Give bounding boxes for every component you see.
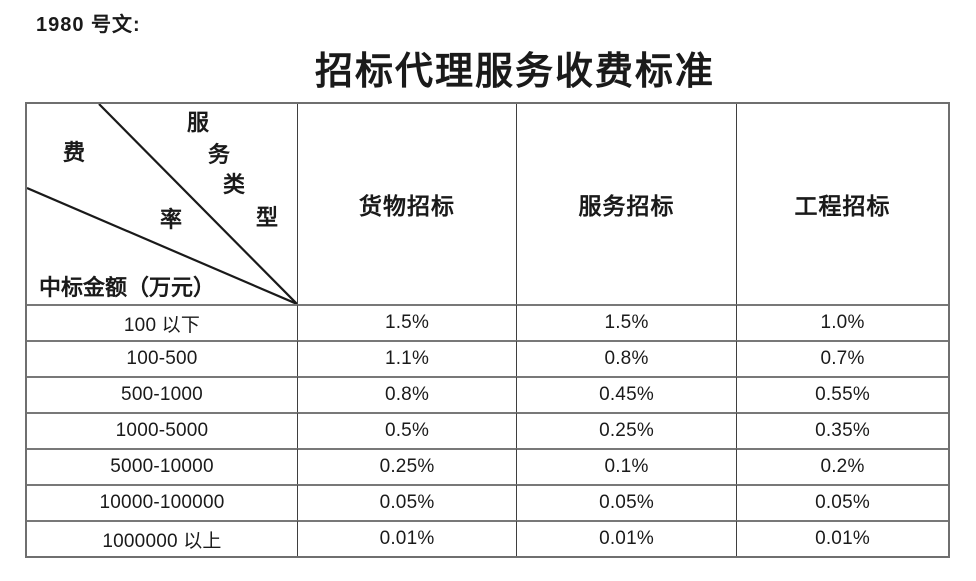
fee-value-cell: 0.1% (516, 448, 736, 484)
fee-value-cell: 0.01% (516, 520, 736, 556)
row-range-cell: 500-1000 (27, 376, 297, 412)
row-range-cell: 100-500 (27, 340, 297, 376)
fee-value-cell: 1.5% (297, 304, 516, 340)
diagonal-divider-lines (27, 104, 297, 304)
corner-header-cell: 费 率 服 务 类 型 中标金额（万元） (27, 104, 297, 304)
fee-value-cell: 1.1% (297, 340, 516, 376)
fee-value-cell: 0.01% (736, 520, 948, 556)
page-title: 招标代理服务收费标准 (314, 51, 715, 93)
fee-value-cell: 0.8% (516, 340, 736, 376)
corner-label-service-char-2: 务 (208, 142, 231, 167)
corner-label-fee-char-1: 费 (63, 140, 86, 165)
fee-standard-table: 费 率 服 务 类 型 中标金额（万元） 货物招标 服务招标 工程招标 100 … (25, 102, 950, 558)
corner-label-service-char-4: 型 (256, 205, 279, 230)
corner-label-service-char-1: 服 (187, 110, 210, 135)
fee-value-cell: 0.45% (516, 376, 736, 412)
fee-value-cell: 0.05% (736, 484, 948, 520)
corner-label-service-char-3: 类 (223, 172, 246, 197)
column-header-goods: 货物招标 (297, 104, 516, 304)
fee-value-cell: 0.25% (516, 412, 736, 448)
fee-value-cell: 0.8% (297, 376, 516, 412)
row-range-cell: 10000-100000 (27, 484, 297, 520)
row-range-cell: 1000000 以上 (27, 520, 297, 556)
row-axis-label: 中标金额（万元） (39, 275, 216, 300)
row-range-cell: 100 以下 (27, 304, 297, 340)
doc-reference-number: 1980 号文: (36, 14, 141, 36)
fee-value-cell: 0.7% (736, 340, 948, 376)
fee-value-cell: 1.0% (736, 304, 948, 340)
row-range-cell: 1000-5000 (27, 412, 297, 448)
fee-value-cell: 0.5% (297, 412, 516, 448)
corner-label-fee-char-2: 率 (160, 207, 183, 232)
fee-value-cell: 0.35% (736, 412, 948, 448)
fee-value-cell: 0.55% (736, 376, 948, 412)
column-header-service: 服务招标 (516, 104, 736, 304)
fee-value-cell: 0.25% (297, 448, 516, 484)
fee-value-cell: 0.2% (736, 448, 948, 484)
fee-value-cell: 0.05% (516, 484, 736, 520)
fee-value-cell: 0.05% (297, 484, 516, 520)
row-range-cell: 5000-10000 (27, 448, 297, 484)
fee-value-cell: 0.01% (297, 520, 516, 556)
fee-value-cell: 1.5% (516, 304, 736, 340)
column-header-engineering: 工程招标 (736, 104, 948, 304)
